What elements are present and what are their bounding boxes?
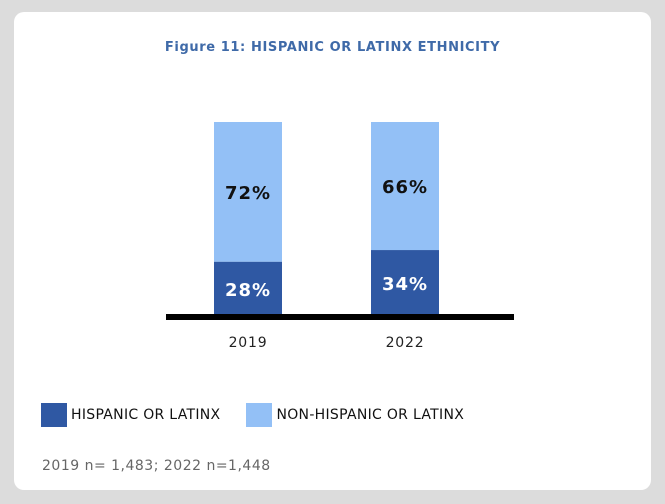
bar-segment	[371, 122, 439, 251]
stacked-bar-chart: 28% 72% 2019 34% 66% 2022	[166, 122, 514, 351]
bar-segment	[371, 250, 439, 316]
legend-label-hispanic: HISPANIC OR LATINX	[71, 407, 221, 423]
legend-label-non-hispanic: NON-HISPANIC OR LATINX	[276, 407, 465, 423]
sample-size-note: 2019 n= 1,483; 2022 n=1,448	[42, 458, 271, 474]
chart-title: Figure 11: HISPANIC OR LATINX ETHNICITY	[164, 40, 501, 55]
legend-swatch-hispanic	[41, 403, 67, 427]
data-label: 28%	[225, 280, 271, 301]
x-axis-baseline	[166, 314, 514, 320]
bar-segment	[214, 122, 282, 262]
legend-item-non-hispanic: NON-HISPANIC OR LATINX	[246, 403, 464, 427]
legend: HISPANIC OR LATINX NON-HISPANIC OR LATIN…	[41, 403, 464, 427]
legend-swatch-non-hispanic	[246, 403, 273, 427]
legend-item-hispanic: HISPANIC OR LATINX	[41, 403, 220, 427]
data-label: 66%	[382, 177, 428, 198]
x-tick-label: 2019	[229, 335, 268, 351]
bar-segment	[214, 261, 282, 316]
data-label: 34%	[382, 274, 428, 295]
data-label: 72%	[225, 183, 271, 204]
chart-card: Figure 11: HISPANIC OR LATINX ETHNICITY …	[14, 12, 651, 490]
x-tick-label: 2022	[386, 335, 425, 351]
